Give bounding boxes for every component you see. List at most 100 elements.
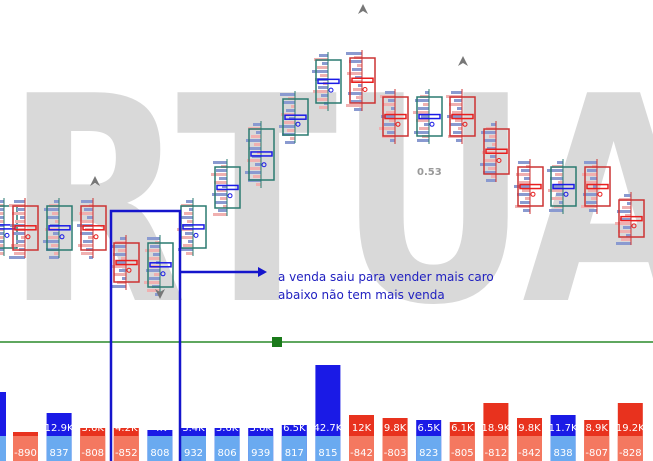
footprint-bar [17, 208, 25, 211]
poc [284, 114, 307, 120]
footprint-bar [48, 236, 59, 239]
volume-delta: -842 [350, 448, 373, 459]
volume-delta: -890 [14, 448, 37, 459]
footprint-bar [312, 70, 328, 73]
footprint-bar [0, 252, 4, 255]
footprint-bar [53, 232, 59, 235]
footprint-bar [588, 189, 597, 192]
footprint-bar [620, 218, 631, 221]
footprint-bar [21, 236, 25, 239]
volume-total: 3.6K [81, 423, 104, 434]
footprint-bar [146, 269, 160, 272]
footprint-bar [14, 252, 25, 255]
footprint-bar [186, 252, 193, 255]
footprint-bar [386, 111, 395, 114]
watermark: RTUA [5, 36, 653, 368]
dot [93, 234, 99, 240]
footprint-bar [551, 197, 563, 200]
volume-total: 4K [153, 423, 166, 434]
dot [429, 121, 435, 127]
footprint-bar [291, 105, 295, 108]
footprint-bar [186, 200, 193, 203]
volume-total: 12K [352, 423, 372, 434]
footprint-bar [548, 189, 563, 192]
footprint-bar [582, 173, 597, 176]
footprint-bar [15, 220, 25, 223]
annotation: a venda saiu para vender mais caro [278, 270, 494, 284]
footprint-bar [255, 163, 261, 166]
poc [451, 113, 474, 120]
footprint-bar [547, 169, 563, 172]
footprint-bar [0, 232, 4, 235]
footprint-bar [286, 109, 295, 112]
volume-bar-lower [416, 436, 442, 461]
footprint-bar [352, 68, 362, 71]
volume-total: 6.5K [417, 423, 440, 434]
volume-bars: 1.1K -890 12.9K 837 3.6K -808 4.2K -852 4K 808 3.4… [0, 365, 645, 461]
volume-delta: 817 [285, 448, 304, 459]
footprint-bar [114, 273, 126, 276]
footprint-bar [456, 139, 462, 142]
volume-bar-lower [214, 436, 240, 461]
footprint-bar [47, 216, 59, 219]
footprint-bar [0, 208, 4, 211]
poc [552, 183, 575, 190]
volume-total: 9.8K [518, 423, 541, 434]
poc [418, 113, 441, 120]
candle-body [248, 128, 275, 181]
poc [485, 148, 508, 154]
dot [227, 193, 233, 199]
footprint-bar [320, 74, 328, 77]
footprint-bar [211, 173, 227, 176]
candle-body [12, 205, 39, 251]
footprint-bar [113, 253, 126, 256]
footprint-bar [589, 209, 597, 212]
footprint-bar [110, 245, 126, 248]
dot [597, 191, 603, 197]
annotation: abaixo não tem mais venda [278, 288, 445, 302]
footprint-bar [290, 137, 295, 140]
volume-total: 18.9K [481, 423, 510, 434]
candle-body [315, 59, 342, 104]
footprint-bar [89, 256, 93, 259]
footprint-bar [556, 193, 563, 196]
footprint-bar [486, 179, 496, 182]
footprint-bar [119, 269, 126, 272]
footprint-bar [180, 236, 193, 239]
footprint-bar [155, 293, 160, 296]
footprint-bar [317, 66, 328, 69]
footprint-bar [390, 139, 395, 142]
footprint-bar [423, 103, 429, 106]
footprint-bar [626, 234, 631, 237]
price-label: 0.53 [417, 167, 442, 178]
footprint-bar [81, 252, 93, 255]
footprint-bar [54, 252, 59, 255]
footprint-bar [457, 107, 462, 110]
volume-total: 42.7K [313, 423, 342, 434]
footprint-bar [627, 202, 631, 205]
swing-marker [458, 56, 468, 66]
footprint-bar [559, 201, 563, 204]
footprint-bar [116, 261, 126, 264]
footprint-bar [480, 163, 496, 166]
volume-bar-lower [181, 436, 206, 461]
footprint-bar [521, 169, 530, 172]
footprint-candles [0, 50, 645, 296]
footprint-bar [147, 237, 160, 240]
footprint-bar [247, 159, 261, 162]
footprint-bar [518, 161, 530, 164]
volume-bar-lower [281, 436, 307, 461]
volume-bar-lower [449, 436, 475, 461]
volume-delta: -842 [518, 448, 541, 459]
footprint-bar [253, 123, 261, 126]
footprint-bar [0, 244, 4, 247]
footprint-bar [82, 220, 93, 223]
footprint-bar [550, 177, 563, 180]
footprint-bar [150, 245, 160, 248]
footprint-bar [617, 210, 631, 213]
volume-total: 12.9K [45, 423, 74, 434]
volume-delta: -807 [585, 448, 608, 459]
dot [193, 232, 199, 238]
footprint-bar [253, 175, 261, 178]
footprint-bar [354, 108, 362, 111]
